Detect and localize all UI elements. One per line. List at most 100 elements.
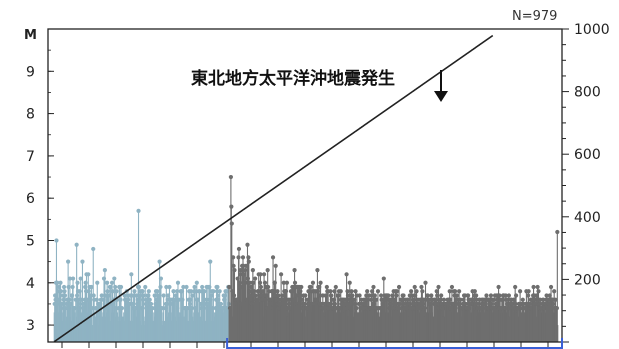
magnitude-point bbox=[102, 267, 107, 273]
event-annotation: 東北地方太平洋沖地震発生 bbox=[191, 68, 395, 89]
magnitude-point bbox=[275, 289, 280, 294]
magnitude-point bbox=[463, 301, 468, 307]
magnitude-point bbox=[262, 280, 268, 285]
cumulative-count-line bbox=[53, 34, 494, 343]
magnitude-point bbox=[215, 293, 220, 298]
magnitude-point bbox=[513, 284, 518, 290]
right-tick-label: 200 bbox=[574, 272, 601, 288]
right-axis-ticks: 200 400 600 800 1000 bbox=[562, 22, 610, 343]
magnitude-point bbox=[146, 289, 151, 294]
magnitude-point bbox=[365, 289, 370, 294]
magnitude-point bbox=[518, 289, 523, 294]
magnitude-point bbox=[54, 238, 59, 243]
magnitude-point bbox=[245, 242, 250, 247]
magnitude-point bbox=[211, 289, 216, 294]
magnitude-bars bbox=[52, 174, 560, 342]
magnitude-point bbox=[62, 293, 68, 298]
magnitude-point bbox=[409, 289, 414, 294]
right-tick-label: 400 bbox=[574, 210, 601, 226]
magnitude-point bbox=[218, 301, 224, 307]
magnitude-point bbox=[439, 293, 444, 298]
right-tick-label: 600 bbox=[574, 147, 601, 163]
magnitude-point bbox=[192, 284, 197, 290]
magnitude-point bbox=[122, 293, 127, 298]
magnitude-point bbox=[555, 229, 560, 235]
magnitude-point bbox=[207, 284, 212, 290]
magnitude-point bbox=[488, 293, 494, 298]
magnitude-point bbox=[349, 289, 354, 294]
right-tick-label: 1000 bbox=[574, 22, 610, 38]
magnitude-point bbox=[164, 284, 169, 290]
magnitude-point bbox=[441, 297, 446, 302]
magnitude-point bbox=[489, 301, 494, 307]
magnitude-point bbox=[261, 272, 267, 277]
magnitude-point bbox=[180, 297, 185, 302]
magnitude-point bbox=[101, 276, 107, 281]
magnitude-point bbox=[58, 289, 64, 294]
magnitude-point bbox=[401, 293, 406, 298]
magnitude-point bbox=[246, 255, 251, 260]
magnitude-point bbox=[318, 280, 323, 285]
magnitude-point bbox=[159, 306, 164, 311]
magnitude-point bbox=[345, 289, 350, 294]
magnitude-point bbox=[80, 259, 85, 264]
magnitude-point bbox=[457, 289, 462, 294]
magnitude-point bbox=[324, 284, 329, 290]
magnitude-point bbox=[386, 293, 391, 298]
magnitude-point bbox=[70, 276, 76, 281]
magnitude-point bbox=[258, 284, 264, 290]
magnitude-point bbox=[328, 289, 333, 294]
magnitude-point bbox=[229, 221, 234, 226]
magnitude-point bbox=[232, 267, 237, 273]
magnitude-point bbox=[265, 267, 270, 273]
magnitude-point bbox=[200, 284, 205, 290]
magnitude-point bbox=[394, 289, 399, 294]
magnitude-point bbox=[458, 297, 463, 302]
magnitude-point bbox=[381, 276, 386, 281]
magnitude-point bbox=[414, 289, 419, 294]
magnitude-point bbox=[276, 293, 281, 298]
magnitude-point bbox=[448, 297, 453, 302]
magnitude-point bbox=[310, 280, 316, 285]
magnitude-point bbox=[251, 280, 256, 285]
magnitude-point bbox=[331, 297, 336, 302]
magnitude-point bbox=[357, 293, 362, 298]
magnitude-point bbox=[118, 284, 124, 290]
magnitude-point bbox=[497, 293, 502, 298]
magnitude-point bbox=[228, 174, 233, 180]
magnitude-point bbox=[552, 289, 557, 294]
magnitude-point bbox=[236, 246, 242, 252]
event-count-label: N=979 bbox=[512, 9, 557, 24]
magnitude-point bbox=[474, 293, 479, 298]
magnitude-point bbox=[61, 284, 67, 290]
magnitude-point bbox=[91, 246, 96, 252]
magnitude-point bbox=[405, 297, 411, 302]
magnitude-point bbox=[506, 293, 512, 298]
event-period-bracket bbox=[226, 338, 563, 349]
magnitude-point bbox=[194, 280, 199, 285]
left-tick-label: 7 bbox=[26, 149, 35, 165]
magnitude-point bbox=[86, 289, 91, 294]
magnitude-point bbox=[484, 293, 489, 298]
magnitude-point bbox=[371, 284, 376, 290]
magnitude-point bbox=[202, 289, 207, 294]
magnitude-point bbox=[434, 289, 439, 294]
magnitude-point bbox=[175, 280, 181, 285]
magnitude-point bbox=[181, 284, 186, 290]
magnitude-point bbox=[110, 289, 115, 294]
magnitude-point bbox=[283, 289, 289, 294]
magnitude-point bbox=[250, 267, 255, 273]
magnitude-point bbox=[136, 284, 142, 290]
magnitude-point bbox=[95, 280, 100, 285]
magnitude-point bbox=[375, 289, 381, 294]
magnitude-point bbox=[292, 267, 297, 273]
magnitude-point bbox=[188, 289, 194, 294]
magnitude-point bbox=[134, 293, 139, 298]
magnitude-point bbox=[420, 289, 425, 294]
magnitude-point bbox=[299, 284, 304, 290]
magnitude-point bbox=[520, 297, 525, 302]
magnitude-point bbox=[161, 293, 166, 298]
magnitude-point bbox=[270, 255, 276, 260]
magnitude-point bbox=[526, 289, 531, 294]
magnitude-point bbox=[303, 293, 308, 298]
